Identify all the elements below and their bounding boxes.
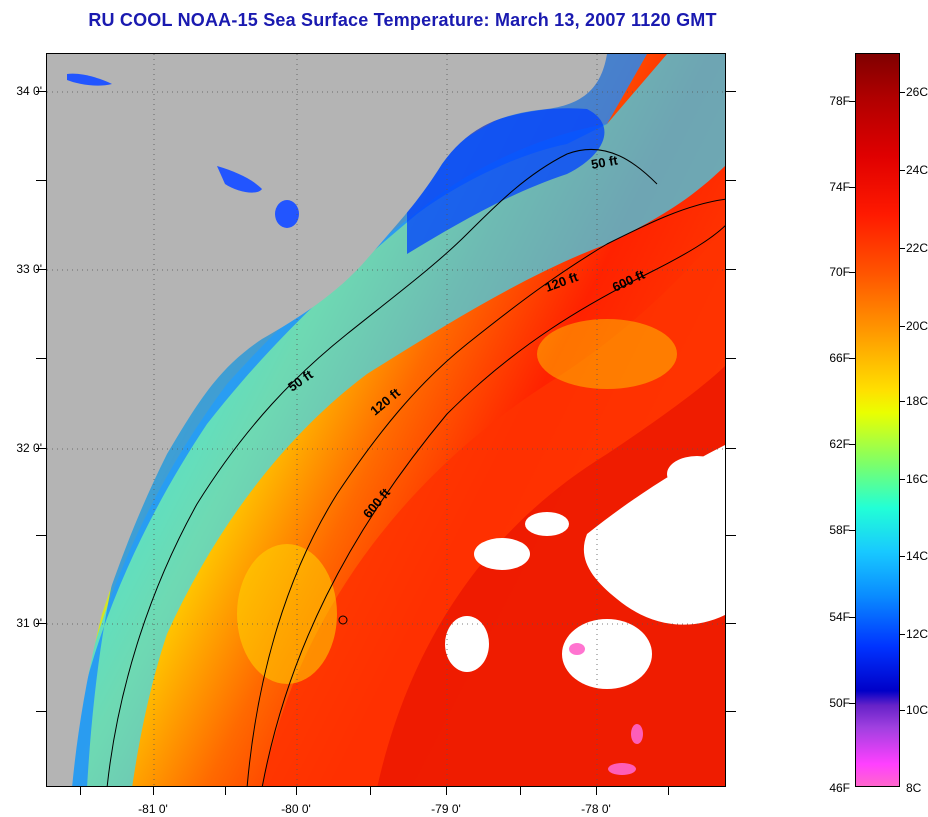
colorbar-f-tick — [849, 101, 855, 102]
colorbar-fahrenheit-label: 78F — [829, 94, 850, 108]
colorbar-fahrenheit-label: 46F — [829, 781, 850, 795]
colorbar-f-tick — [849, 272, 855, 273]
isobath-120ft — [246, 198, 725, 786]
gulf-stream-core — [377, 365, 725, 786]
isobath-label: 50 ft — [590, 152, 620, 172]
latitude-label: 34 0' — [16, 84, 42, 98]
lat-lon-grid — [47, 54, 725, 786]
colorbar-celsius-label: 8C — [906, 781, 922, 795]
lon-tick — [370, 787, 371, 795]
colorbar-f-tick — [849, 358, 855, 359]
lat-tick — [726, 711, 736, 712]
lon-tick — [596, 787, 597, 795]
colorbar-f-tick — [849, 703, 855, 704]
colorbar-c-tick — [900, 326, 905, 327]
colorbar-celsius-label: 18C — [906, 394, 928, 408]
temperature-colorbar — [855, 53, 900, 787]
lat-tick — [36, 535, 46, 536]
warm-eddy — [237, 544, 337, 684]
inland-lake — [275, 200, 299, 228]
colorbar-c-tick — [900, 401, 905, 402]
colorbar-f-tick — [849, 444, 855, 445]
lon-tick — [80, 787, 81, 795]
sst-map-canvas: 50 ft 120 ft 600 ft 50 ft 120 ft 600 ft — [47, 54, 725, 786]
lat-tick — [726, 269, 736, 270]
longitude-label: -80 0' — [281, 802, 311, 816]
isobath-600ft — [261, 225, 725, 786]
lon-tick — [225, 787, 226, 795]
colorbar-celsius-label: 12C — [906, 627, 928, 641]
latitude-label: 31 0' — [16, 616, 42, 630]
longitude-label: -78 0' — [581, 802, 611, 816]
colorbar-c-tick — [900, 556, 905, 557]
longitude-label: -81 0' — [138, 802, 168, 816]
colorbar-fahrenheit-label: 50F — [829, 696, 850, 710]
lon-tick — [520, 787, 521, 795]
colorbar-celsius-label: 10C — [906, 703, 928, 717]
colorbar-celsius-label: 22C — [906, 241, 928, 255]
colorbar-c-tick — [900, 92, 905, 93]
isobath-lines — [106, 149, 725, 786]
colorbar-fahrenheit-label: 62F — [829, 437, 850, 451]
lon-tick — [296, 787, 297, 795]
lon-tick — [446, 787, 447, 795]
colorbar-f-tick — [849, 530, 855, 531]
colorbar-c-tick — [900, 634, 905, 635]
coastal-cold-water — [67, 54, 725, 786]
colorbar-c-tick — [900, 248, 905, 249]
lat-tick — [726, 535, 736, 536]
colorbar-fahrenheit-label: 74F — [829, 180, 850, 194]
colorbar-f-tick — [849, 187, 855, 188]
lat-tick — [36, 269, 46, 270]
lat-tick — [36, 91, 46, 92]
lon-tick — [668, 787, 669, 795]
sst-map[interactable]: 50 ft 120 ft 600 ft 50 ft 120 ft 600 ft — [46, 53, 726, 787]
cloud-edge-cold-pixels — [569, 643, 643, 775]
colorbar-celsius-label: 20C — [906, 319, 928, 333]
inland-lake — [67, 73, 112, 86]
latitude-label: 32 0' — [16, 441, 42, 455]
isobath-50ft — [106, 149, 658, 786]
inland-lake — [217, 166, 262, 193]
colorbar-c-tick — [900, 170, 905, 171]
colorbar-fahrenheit-label: 58F — [829, 523, 850, 537]
longitude-label: -79 0' — [431, 802, 461, 816]
colorbar-celsius-label: 16C — [906, 472, 928, 486]
lon-tick — [153, 787, 154, 795]
lat-tick — [726, 180, 736, 181]
lat-tick — [36, 448, 46, 449]
land — [47, 54, 607, 786]
latitude-label: 33 0' — [16, 262, 42, 276]
colorbar-c-tick — [900, 479, 905, 480]
colorbar-c-tick — [900, 710, 905, 711]
lat-tick — [726, 623, 736, 624]
colorbar-celsius-label: 26C — [906, 85, 928, 99]
colorbar-celsius-label: 14C — [906, 549, 928, 563]
lat-tick — [726, 91, 736, 92]
colorbar-fahrenheit-label: 54F — [829, 610, 850, 624]
lat-tick — [36, 711, 46, 712]
station-marker — [338, 615, 348, 625]
lat-tick — [726, 358, 736, 359]
cloud-cover — [445, 445, 725, 689]
lat-tick — [36, 623, 46, 624]
colorbar-celsius-label: 24C — [906, 163, 928, 177]
warm-eddy — [537, 319, 677, 389]
colorbar-fahrenheit-label: 66F — [829, 351, 850, 365]
lat-tick — [36, 358, 46, 359]
lat-tick — [36, 180, 46, 181]
colorbar-f-tick — [849, 617, 855, 618]
lat-tick — [726, 448, 736, 449]
colorbar-fahrenheit-label: 70F — [829, 265, 850, 279]
map-title: RU COOL NOAA-15 Sea Surface Temperature:… — [88, 10, 717, 30]
